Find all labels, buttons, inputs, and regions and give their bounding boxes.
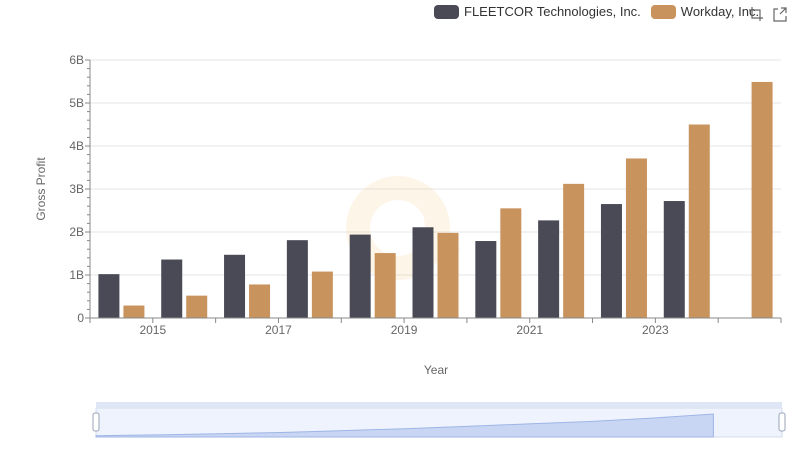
bar-workday[interactable]: [751, 81, 773, 319]
y-tick-label: 3B: [69, 182, 84, 196]
bar-fleetcor[interactable]: [98, 274, 120, 318]
bar-workday[interactable]: [625, 158, 647, 318]
bar-fleetcor[interactable]: [475, 241, 497, 318]
toolbox: [748, 6, 796, 22]
y-tick-label: 6B: [69, 53, 84, 67]
legend-label-fleetcor: FLEETCOR Technologies, Inc.: [464, 4, 641, 19]
y-tick-label: 2B: [69, 225, 84, 239]
bar-fleetcor[interactable]: [600, 204, 622, 318]
bar-workday[interactable]: [311, 271, 333, 318]
legend-swatch-fleetcor: [434, 4, 459, 19]
bar-workday[interactable]: [186, 295, 208, 318]
x-tick-label: 2023: [642, 323, 669, 337]
legend-item-workday[interactable]: Workday, Inc.: [650, 4, 760, 19]
x-tick-label: 2021: [516, 323, 543, 337]
bar-fleetcor[interactable]: [663, 201, 685, 318]
y-axis-label: Gross Profit: [34, 157, 48, 221]
data-zoom-handle-left[interactable]: [92, 412, 100, 432]
bar-fleetcor[interactable]: [412, 227, 434, 318]
bar-workday[interactable]: [249, 284, 271, 318]
bar-workday[interactable]: [123, 305, 145, 318]
x-tick-label: 2015: [139, 323, 166, 337]
y-tick-label: 5B: [69, 96, 84, 110]
bar-workday[interactable]: [437, 232, 459, 318]
x-tick-label: 2019: [391, 323, 418, 337]
legend: FLEETCOR Technologies, Inc. Workday, Inc…: [434, 4, 769, 19]
legend-label-workday: Workday, Inc.: [680, 4, 760, 19]
bar-workday[interactable]: [500, 208, 522, 318]
bar-fleetcor[interactable]: [161, 259, 183, 318]
axes: 0 1B 2B 3B 4B 5B 6B 2015 2017 2019 2021 2023: [69, 53, 782, 337]
bar-workday[interactable]: [688, 124, 710, 319]
x-tick-label: 2017: [265, 323, 292, 337]
bar-workday[interactable]: [374, 253, 396, 318]
bar-fleetcor[interactable]: [538, 220, 560, 318]
data-zoom-slider[interactable]: [92, 402, 786, 438]
zoom-icon[interactable]: [748, 6, 764, 22]
legend-swatch-workday: [650, 4, 676, 19]
y-tick-label: 0: [77, 311, 84, 325]
data-zoom-overview: [95, 413, 714, 438]
bar-fleetcor[interactable]: [286, 240, 308, 318]
bar-workday[interactable]: [563, 183, 585, 318]
data-zoom-handle-right[interactable]: [778, 412, 786, 432]
x-axis-label: Year: [424, 363, 448, 377]
y-tick-label: 4B: [69, 139, 84, 153]
bar-fleetcor[interactable]: [224, 254, 246, 318]
y-tick-label: 1B: [69, 268, 84, 282]
zoom-reset-icon[interactable]: [772, 6, 788, 22]
legend-item-fleetcor[interactable]: FLEETCOR Technologies, Inc.: [434, 4, 641, 19]
data-zoom-bar[interactable]: [96, 402, 782, 408]
bars: [98, 81, 773, 319]
bar-fleetcor[interactable]: [349, 234, 371, 318]
